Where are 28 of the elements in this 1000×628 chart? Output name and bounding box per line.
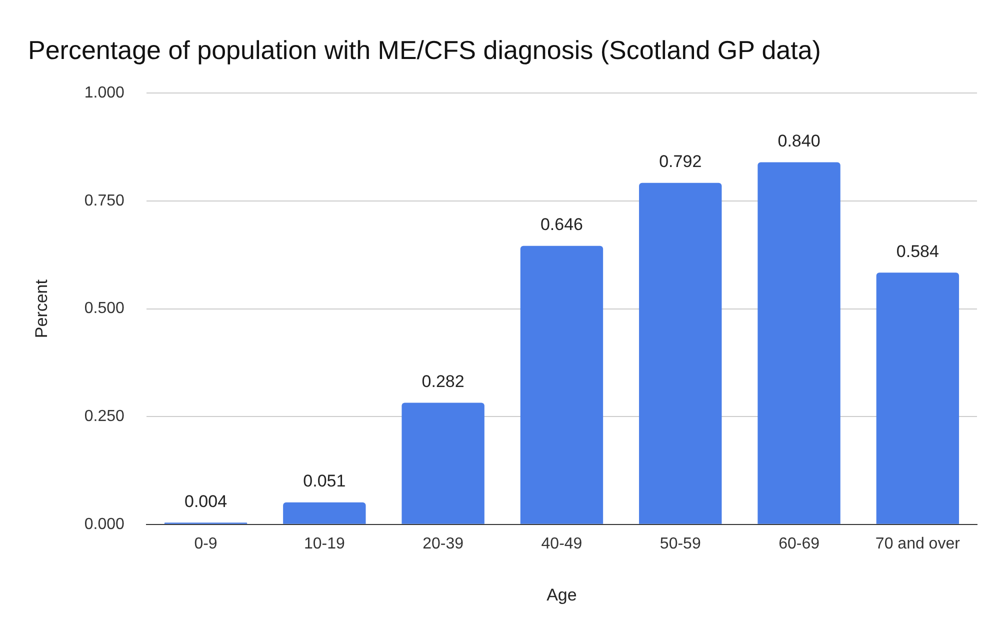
y-tick-label: 0.500 — [84, 300, 125, 318]
y-tick-label: 1.000 — [84, 84, 125, 102]
data-label: 0.646 — [540, 215, 583, 234]
x-tick-label: 60-69 — [778, 535, 820, 552]
data-label: 0.840 — [778, 131, 820, 150]
bar — [876, 272, 960, 524]
x-tick-label: 40-49 — [541, 535, 582, 552]
data-label: 0.004 — [184, 492, 228, 511]
x-tick-label: 0-9 — [194, 535, 218, 552]
data-label: 0.282 — [422, 372, 464, 391]
data-label: 0.584 — [896, 242, 939, 261]
y-tick-label: 0.250 — [84, 408, 125, 426]
x-tick-label: 20-39 — [422, 535, 464, 552]
data-label: 0.051 — [303, 472, 346, 491]
chart-title: Percentage of population with ME/CFS diagnosis (Scotland GP data) — [28, 34, 821, 65]
data-label: 0.792 — [659, 152, 702, 172]
x-tick-label: 50-59 — [660, 535, 701, 552]
bar — [402, 402, 484, 524]
x-tick-label: 70 and over — [875, 535, 961, 552]
bar — [520, 246, 604, 524]
x-axis-title: Age — [546, 585, 577, 604]
y-tick-label: 0.000 — [84, 516, 125, 533]
y-axis-title: Percent — [32, 279, 51, 338]
y-tick-label: 0.750 — [84, 192, 125, 210]
bar — [639, 182, 722, 524]
x-tick-label: 10-19 — [304, 535, 345, 552]
bar — [283, 502, 366, 524]
bar — [758, 162, 840, 524]
